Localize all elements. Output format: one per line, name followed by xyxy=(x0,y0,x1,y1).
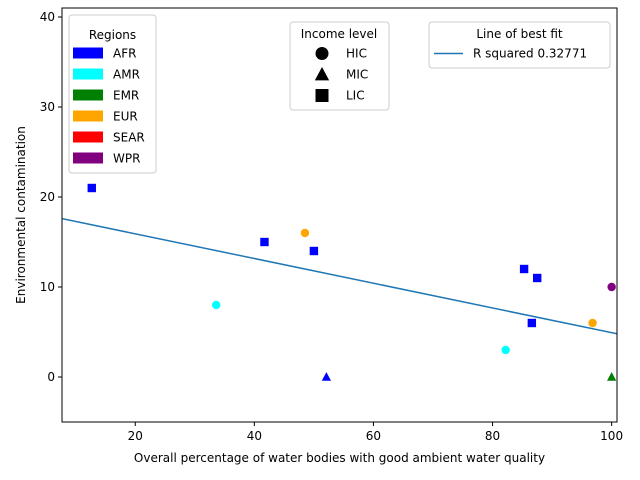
legend-label-mic: MIC xyxy=(346,68,368,82)
legend-swatch-sear xyxy=(73,131,103,143)
x-tick-label: 80 xyxy=(485,429,500,443)
legend-label-hic: HIC xyxy=(346,47,367,61)
y-tick-label: 40 xyxy=(40,10,55,24)
data-point-wpr-hic xyxy=(607,282,616,292)
data-point-emr-mic xyxy=(607,372,617,381)
legend-label-emr: EMR xyxy=(113,89,139,103)
legend-label-sear: SEAR xyxy=(113,131,145,145)
legend-swatch-afr xyxy=(73,47,103,59)
legend-label-afr: AFR xyxy=(113,47,136,61)
data-point-afr-lic xyxy=(87,183,96,193)
data-point-eur-hic xyxy=(300,228,310,238)
data-point-afr-lic xyxy=(309,246,319,256)
legend-swatch-emr xyxy=(73,89,103,101)
data-point-afr-lic xyxy=(519,264,529,274)
legend-swatch-amr xyxy=(73,68,103,80)
legend-label-fit: R squared 0.32771 xyxy=(473,47,587,61)
y-tick-label: 10 xyxy=(40,280,55,294)
legend-label-wpr: WPR xyxy=(113,152,140,166)
legend-marker-mic xyxy=(314,67,330,81)
legend-label-eur: EUR xyxy=(113,110,138,124)
x-tick-label: 100 xyxy=(600,429,623,443)
data-point-afr-lic xyxy=(533,273,542,283)
legend-marker-hic xyxy=(315,47,329,60)
x-tick-label: 40 xyxy=(247,429,262,443)
legend-label-amr: AMR xyxy=(113,68,140,82)
y-tick-label: 30 xyxy=(40,100,55,114)
x-tick-label: 60 xyxy=(366,429,381,443)
plot-area-frame xyxy=(61,7,618,423)
data-point-amr-hic xyxy=(501,345,510,355)
data-point-amr-hic xyxy=(212,300,221,310)
legend-swatch-eur xyxy=(73,110,103,122)
data-point-afr-mic xyxy=(321,372,332,381)
fit-legend-title: Line of best fit xyxy=(476,27,563,41)
income-legend-box xyxy=(289,21,390,111)
x-tick-label: 20 xyxy=(128,429,143,443)
regions-legend-title: Regions xyxy=(89,28,136,42)
legend-swatch-wpr xyxy=(73,152,103,164)
income-legend-title: Income level xyxy=(301,27,378,41)
y-axis-label: Environmental contamination xyxy=(14,126,28,304)
data-point-afr-lic xyxy=(260,237,269,247)
x-axis-label: Overall percentage of water bodies with … xyxy=(134,451,545,465)
legend-label-lic: LIC xyxy=(346,89,365,103)
best-fit-line xyxy=(62,217,617,335)
data-point-eur-hic xyxy=(588,318,597,328)
legend-marker-lic xyxy=(315,89,329,102)
data-point-afr-lic xyxy=(527,318,537,328)
y-tick-label: 0 xyxy=(47,370,55,384)
y-tick-label: 20 xyxy=(40,190,55,204)
fit-legend-box xyxy=(428,21,611,69)
